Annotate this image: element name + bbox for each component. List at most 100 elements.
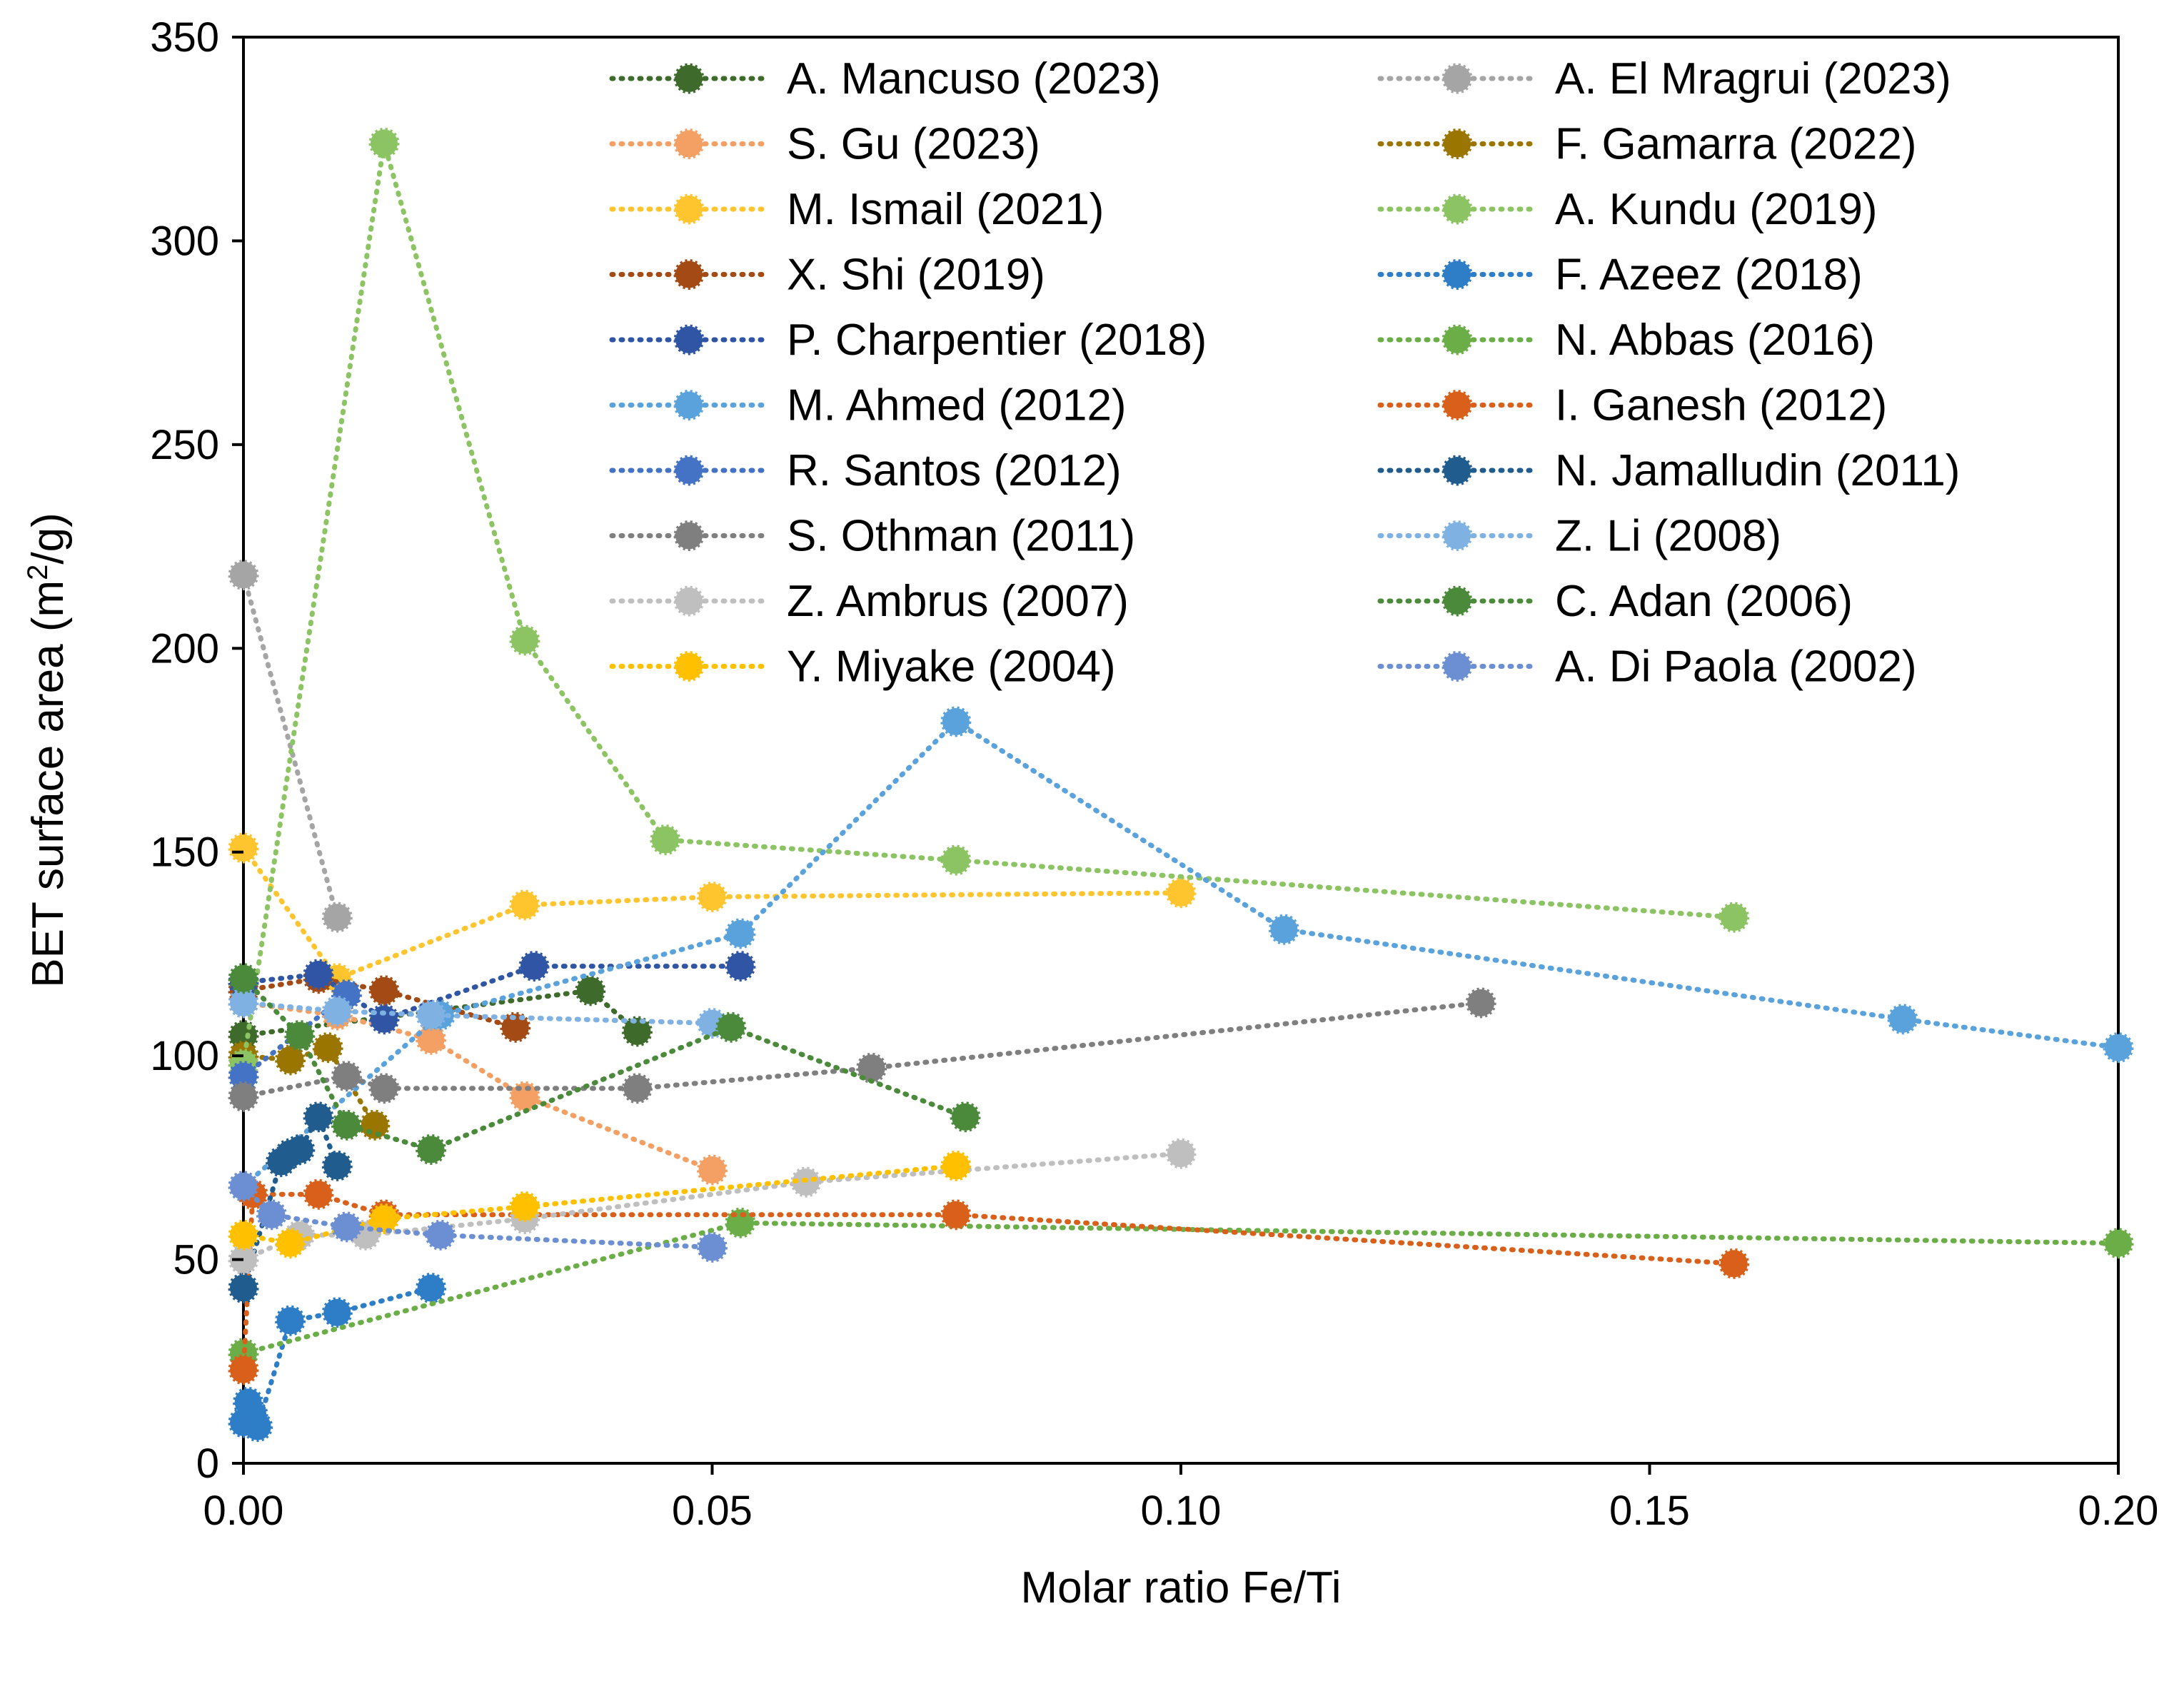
y-tick-label: 250	[150, 422, 219, 468]
data-point	[1718, 902, 1750, 933]
data-point	[416, 1273, 447, 1303]
data-point	[509, 1191, 540, 1222]
series-18	[228, 963, 981, 1165]
data-point	[228, 1354, 259, 1385]
data-point	[622, 1073, 653, 1104]
legend-entry: N. Jamalludin (2011)	[1377, 446, 1960, 495]
series-line	[241, 988, 640, 1039]
data-point	[228, 832, 259, 864]
data-point	[416, 1024, 447, 1055]
series-8	[228, 1273, 447, 1443]
data-point	[1887, 1004, 1918, 1035]
series-14	[228, 1101, 353, 1303]
data-point	[228, 1171, 259, 1202]
data-point	[518, 951, 550, 982]
data-point	[303, 959, 334, 990]
data-point	[321, 1150, 353, 1181]
y-tick-label: 100	[150, 1033, 219, 1079]
legend-label: Y. Miyake (2004)	[787, 642, 1116, 692]
legend-label: X. Shi (2019)	[787, 251, 1045, 300]
legend-entry: S. Othman (2011)	[609, 512, 1135, 561]
y-tick-label: 200	[150, 625, 219, 672]
y-tick-label: 150	[150, 829, 219, 876]
legend-label: C. Adan (2006)	[1555, 577, 1853, 626]
legend-marker	[673, 520, 705, 551]
data-point	[940, 1199, 972, 1231]
x-tick-label: 0.00	[203, 1488, 284, 1534]
legend-marker	[1441, 324, 1473, 355]
data-point	[425, 1219, 456, 1251]
data-point	[321, 995, 353, 1026]
data-point	[500, 1011, 531, 1043]
data-point	[697, 1231, 728, 1263]
legend-marker	[1441, 128, 1473, 159]
legend-label: N. Jamalludin (2011)	[1555, 446, 1960, 495]
series-line	[241, 1000, 715, 1173]
legend-marker	[1441, 193, 1473, 225]
data-point	[2103, 1032, 2134, 1064]
data-point	[715, 1011, 747, 1043]
legend-entry: N. Abbas (2016)	[1377, 315, 1875, 365]
series-12	[228, 1178, 1750, 1385]
data-point	[228, 963, 259, 994]
data-point	[368, 1004, 400, 1035]
series-line	[241, 142, 1737, 1067]
data-point	[2103, 1228, 2134, 1259]
data-point	[321, 1297, 353, 1328]
legend-marker	[673, 455, 705, 486]
data-point	[275, 1305, 306, 1336]
series-line	[241, 1191, 1737, 1373]
legend-entry: F. Gamarra (2022)	[1377, 120, 1917, 169]
series-line	[241, 718, 2121, 1189]
legend-marker	[673, 651, 705, 682]
data-point	[275, 1228, 306, 1259]
legend-label: Z. Ambrus (2007)	[787, 577, 1129, 626]
data-point	[321, 902, 353, 933]
y-axis-title: BET surface area (m2/g)	[22, 513, 73, 987]
legend-label: N. Abbas (2016)	[1555, 315, 1875, 365]
series-line	[241, 572, 340, 920]
legend-entry: P. Charpentier (2018)	[609, 315, 1207, 365]
y-axis-title-tail: /g)	[24, 513, 73, 564]
series-19	[228, 1150, 972, 1259]
data-point	[242, 1411, 273, 1443]
series-line	[241, 964, 743, 1022]
legend-label: A. Kundu (2019)	[1555, 185, 1878, 234]
ticks-layer: 0 50 100 150 200 250 300 350 0.00 0.05 0.10 0.15 0.2…	[150, 14, 2158, 1534]
series-2	[228, 560, 353, 933]
legend-entry: C. Adan (2006)	[1377, 577, 1853, 626]
data-point	[725, 918, 756, 949]
data-point	[1718, 1248, 1750, 1279]
legend-entry: A. El Mragrui (2023)	[1377, 54, 1951, 104]
y-axis-title-main: BET surface area (m	[24, 580, 73, 988]
legend-entry: Z. Ambrus (2007)	[609, 577, 1129, 626]
legend-marker	[1441, 585, 1473, 617]
legend-marker	[673, 128, 705, 159]
legend-label: A. Mancuso (2023)	[787, 54, 1161, 104]
data-point	[228, 1273, 259, 1303]
x-tick-label: 0.10	[1141, 1488, 1222, 1534]
y-tick-label: 0	[196, 1440, 219, 1487]
series-15	[228, 987, 1496, 1112]
data-point	[368, 127, 400, 158]
data-point	[416, 1134, 447, 1165]
legend-entry: M. Ismail (2021)	[609, 185, 1104, 234]
legend-label: I. Ganesh (2012)	[1555, 381, 1887, 430]
data-point	[650, 824, 681, 856]
data-point	[256, 1199, 287, 1231]
legend-label: R. Santos (2012)	[787, 446, 1122, 495]
data-point	[940, 844, 972, 876]
legend-entry: F. Azeez (2018)	[1377, 251, 1863, 300]
data-point	[1465, 987, 1496, 1019]
data-point	[725, 951, 756, 982]
y-axis-title-superscript: 2	[22, 565, 54, 580]
data-point	[416, 999, 447, 1031]
legend-label: P. Charpentier (2018)	[787, 315, 1207, 365]
series-line	[241, 1163, 959, 1246]
legend-entry: R. Santos (2012)	[609, 446, 1122, 495]
legend-label: M. Ismail (2021)	[787, 185, 1104, 234]
data-point	[312, 1032, 343, 1064]
legend-marker	[1441, 520, 1473, 551]
legend-entry: S. Gu (2023)	[609, 120, 1040, 169]
